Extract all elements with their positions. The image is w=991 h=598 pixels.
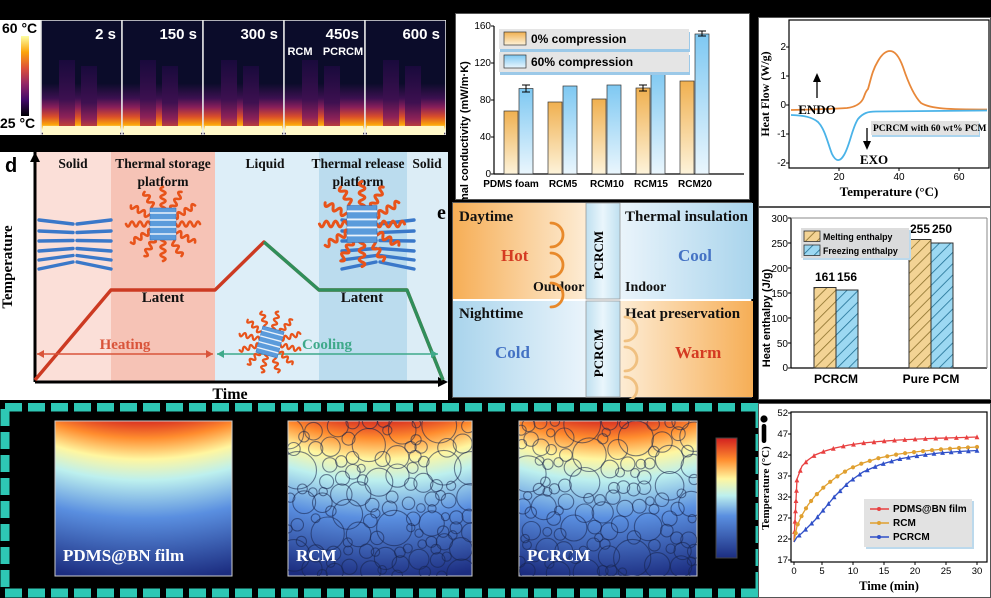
svg-text:PCRCM: PCRCM xyxy=(591,231,606,279)
svg-text:ENDO: ENDO xyxy=(798,102,836,117)
svg-text:PDMS@BN film: PDMS@BN film xyxy=(63,546,184,565)
svg-text:60 °C: 60 °C xyxy=(2,20,37,36)
svg-text:PCRCM with 60 wt% PCM: PCRCM with 60 wt% PCM xyxy=(873,124,986,134)
svg-text:160: 160 xyxy=(474,21,491,32)
svg-text:20: 20 xyxy=(910,566,921,577)
svg-text:15: 15 xyxy=(879,566,890,577)
svg-text:47: 47 xyxy=(777,429,788,440)
svg-text:600 s: 600 s xyxy=(402,26,440,43)
svg-text:Heating: Heating xyxy=(100,337,151,353)
svg-text:Heat Flow (W/g): Heat Flow (W/g) xyxy=(759,51,772,136)
svg-text:0: 0 xyxy=(791,566,796,577)
svg-text:RCM: RCM xyxy=(296,546,337,565)
svg-text:PCRCM: PCRCM xyxy=(527,546,590,565)
svg-text:250: 250 xyxy=(771,239,788,250)
svg-text:300 s: 300 s xyxy=(240,26,278,43)
svg-text:30: 30 xyxy=(972,566,983,577)
svg-text:17: 17 xyxy=(777,555,788,566)
svg-text:PCRCM: PCRCM xyxy=(323,46,363,58)
svg-text:250: 250 xyxy=(932,222,952,236)
svg-text:Temperature (°C): Temperature (°C) xyxy=(840,184,939,199)
svg-text:Time: Time xyxy=(212,386,247,400)
svg-text:80: 80 xyxy=(480,95,492,106)
svg-text:PDMS@BN film: PDMS@BN film xyxy=(893,504,967,515)
svg-text:161: 161 xyxy=(815,270,835,284)
svg-text:2 s: 2 s xyxy=(95,26,116,43)
svg-text:RCM5: RCM5 xyxy=(549,179,578,190)
svg-text:PCRCM: PCRCM xyxy=(814,372,858,386)
svg-text:Heat enthalpy (J/g): Heat enthalpy (J/g) xyxy=(761,268,773,367)
svg-text:RCM20: RCM20 xyxy=(678,179,712,190)
svg-text:10: 10 xyxy=(848,566,859,577)
svg-text:Heat preservation: Heat preservation xyxy=(625,306,741,322)
svg-text:1: 1 xyxy=(780,71,786,82)
svg-text:PCRCM: PCRCM xyxy=(893,532,930,543)
svg-text:Hot: Hot xyxy=(501,246,529,265)
svg-text:Cool: Cool xyxy=(678,246,712,265)
svg-text:5: 5 xyxy=(819,566,824,577)
svg-text:0% compression: 0% compression xyxy=(531,32,626,46)
svg-text:37: 37 xyxy=(777,471,788,482)
svg-text:Solid: Solid xyxy=(58,156,88,171)
svg-text:100: 100 xyxy=(771,314,788,325)
svg-text:Melting enthalpy: Melting enthalpy xyxy=(823,232,893,242)
svg-text:Nighttime: Nighttime xyxy=(459,306,523,322)
svg-text:RCM10: RCM10 xyxy=(590,179,624,190)
svg-text:Freezing enthalpy: Freezing enthalpy xyxy=(823,246,898,256)
svg-text:RCM: RCM xyxy=(893,518,916,529)
svg-text:RCM15: RCM15 xyxy=(634,179,668,190)
svg-text:40: 40 xyxy=(480,132,492,143)
svg-text:Latent: Latent xyxy=(341,290,384,306)
svg-text:40: 40 xyxy=(893,172,905,183)
svg-text:150 s: 150 s xyxy=(159,26,197,43)
svg-text:2: 2 xyxy=(780,42,786,53)
svg-text:200: 200 xyxy=(771,264,788,275)
svg-text:25 °C: 25 °C xyxy=(0,115,35,131)
svg-text:27: 27 xyxy=(777,513,788,524)
svg-text:RCM: RCM xyxy=(287,46,312,58)
svg-text:120: 120 xyxy=(474,58,491,69)
svg-text:450s: 450s xyxy=(326,26,359,43)
svg-text:Pure PCM: Pure PCM xyxy=(903,372,960,386)
svg-text:Latent: Latent xyxy=(142,290,185,306)
svg-text:PDMS foam: PDMS foam xyxy=(483,179,539,190)
svg-text:Temperature: Temperature xyxy=(0,225,16,309)
svg-text:Thermal release: Thermal release xyxy=(311,156,404,171)
svg-text:Liquid: Liquid xyxy=(245,156,285,171)
svg-text:300: 300 xyxy=(771,214,788,225)
svg-text:-2: -2 xyxy=(777,158,786,169)
svg-text:60% compression: 60% compression xyxy=(531,55,633,69)
svg-text:0: 0 xyxy=(780,100,786,111)
svg-text:50: 50 xyxy=(777,339,789,350)
svg-text:Warm: Warm xyxy=(675,343,721,362)
svg-text:25: 25 xyxy=(941,566,952,577)
svg-text:255: 255 xyxy=(910,222,930,236)
svg-text:d: d xyxy=(5,155,17,177)
svg-text:Solid: Solid xyxy=(412,156,442,171)
svg-text:Indoor: Indoor xyxy=(625,280,666,295)
svg-text:EXO: EXO xyxy=(860,152,888,167)
svg-text:e: e xyxy=(437,202,446,223)
svg-text:Thermal storage: Thermal storage xyxy=(115,156,211,171)
svg-text:Cooling: Cooling xyxy=(302,337,353,353)
svg-text:22: 22 xyxy=(777,534,788,545)
svg-text:Thermal insulation: Thermal insulation xyxy=(625,209,749,225)
svg-text:Time (min): Time (min) xyxy=(859,579,919,593)
svg-text:150: 150 xyxy=(771,289,788,300)
svg-text:0: 0 xyxy=(782,363,788,374)
svg-text:-1: -1 xyxy=(777,129,786,140)
svg-text:52: 52 xyxy=(777,408,788,419)
svg-text:156: 156 xyxy=(837,270,857,284)
svg-text:60: 60 xyxy=(953,172,965,183)
svg-text:32: 32 xyxy=(777,492,788,503)
svg-text:42: 42 xyxy=(777,450,788,461)
svg-text:Cold: Cold xyxy=(495,343,531,362)
svg-text:Daytime: Daytime xyxy=(459,209,513,225)
svg-text:PCRCM: PCRCM xyxy=(591,329,606,377)
svg-text:Thermal conductivity (mW/m·K): Thermal conductivity (mW/m·K) xyxy=(459,61,471,201)
svg-text:Temperature (°C): Temperature (°C) xyxy=(760,446,772,530)
svg-text:20: 20 xyxy=(833,172,845,183)
